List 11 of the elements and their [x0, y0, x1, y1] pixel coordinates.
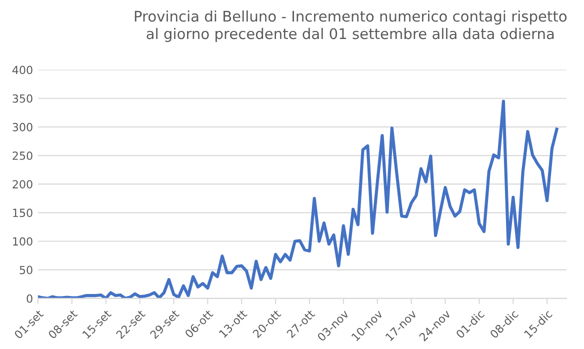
y-tick-label: 150	[13, 208, 32, 218]
y-tick-label: 200	[12, 180, 32, 188]
chart-title: Provincia di Belluno - Incremento numerico contagi rispetto al giorno precedente dal 01 settembre alla data odierna	[134, 10, 567, 42]
y-tick-label: 400	[12, 66, 32, 74]
y-tick-label: 100	[13, 237, 32, 246]
y-tick-label: 50	[20, 266, 32, 274]
y-tick-label: 0	[26, 294, 32, 303]
line-series	[38, 100, 558, 298]
y-tick-label: 350	[12, 94, 32, 103]
y-tick-label: 300	[12, 122, 32, 132]
y-tick-label: 250	[12, 152, 32, 160]
